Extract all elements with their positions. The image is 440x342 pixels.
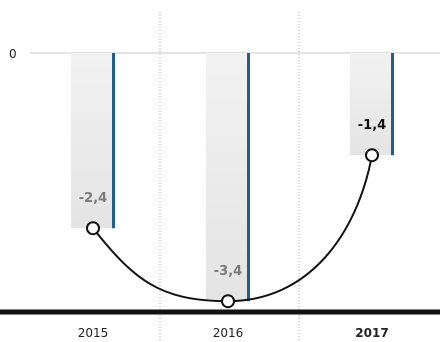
x-tick-2015: 2015	[78, 326, 109, 340]
value-label-2017: -1,4	[358, 118, 386, 133]
y-tick-zero: 0	[9, 47, 17, 61]
point-2015	[86, 221, 100, 236]
point-2017	[365, 148, 379, 163]
value-label-2016: -3,4	[214, 264, 242, 279]
bar-2015	[71, 53, 115, 229]
x-tick-2017: 2017	[355, 326, 388, 340]
bar-edge-2016	[247, 53, 250, 302]
bar-2016	[206, 53, 250, 302]
point-2016	[221, 294, 235, 309]
x-tick-2016: 2016	[213, 326, 244, 340]
value-label-2015: -2,4	[79, 191, 107, 206]
bar-edge-2015	[112, 53, 115, 229]
bar-edge-2017	[391, 53, 394, 156]
bar-2017	[350, 53, 394, 156]
trend-curve	[92, 155, 373, 303]
